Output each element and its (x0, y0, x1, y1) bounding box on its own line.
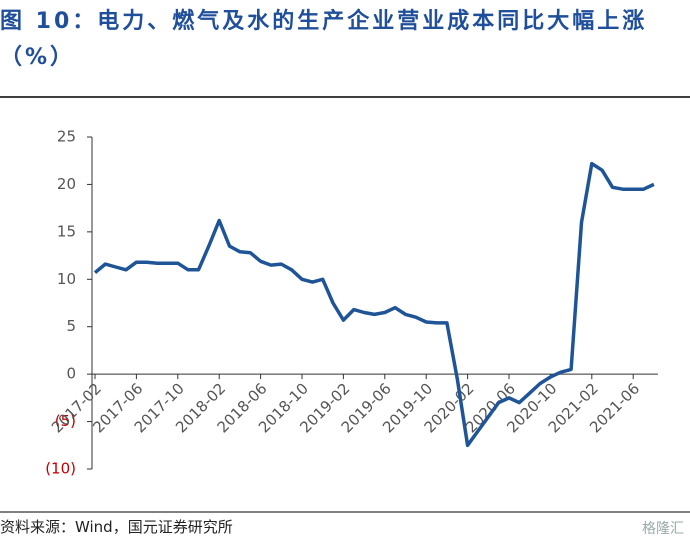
y-tick-label: (10) (45, 460, 76, 478)
y-tick-label: 5 (66, 317, 76, 335)
y-tick-label: (5) (55, 412, 76, 430)
y-tick-label: 20 (57, 175, 76, 193)
y-tick-label: 0 (66, 365, 76, 383)
chart-title: 图 10：电力、燃气及水的生产企业营业成本同比大幅上涨（%） (0, 9, 648, 70)
line-series (93, 161, 655, 448)
y-tick-label: 25 (57, 128, 76, 146)
watermark: 格隆汇 (642, 521, 684, 537)
y-tick-label: 15 (57, 222, 76, 240)
y-tick-label: 10 (57, 270, 76, 288)
source: 资料来源：Wind，国元证券研究所 (0, 518, 233, 536)
